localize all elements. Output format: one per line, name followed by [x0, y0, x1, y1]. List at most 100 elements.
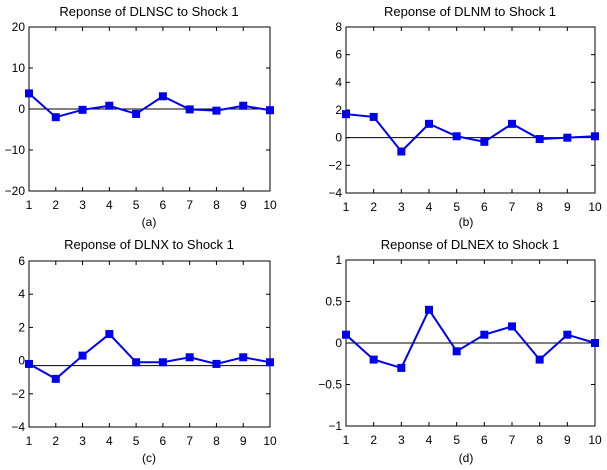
x-tick-label: 7 — [186, 434, 193, 448]
y-tick-label: −0.5 — [318, 378, 342, 392]
x-tick-label: 6 — [160, 198, 167, 212]
x-tick-label: 1 — [343, 433, 350, 447]
x-tick-label: 3 — [398, 200, 405, 214]
panel-d: Reponse of DLNEX to Shock 1 10.50−0.5−1 … — [318, 237, 602, 465]
data-point-marker — [25, 359, 33, 368]
data-point-marker — [342, 110, 350, 119]
panel-title-d: Reponse of DLNEX to Shock 1 — [381, 237, 560, 252]
y-tick-label: −2 — [328, 158, 342, 172]
data-point-marker — [212, 106, 221, 115]
x-tick-label: 3 — [398, 433, 405, 447]
data-point-marker — [185, 353, 194, 362]
data-point-marker — [397, 147, 406, 156]
data-point-marker — [132, 109, 141, 118]
y-tick-label: 0 — [18, 102, 25, 116]
x-tick-label: 9 — [564, 433, 571, 447]
x-tick-label: 10 — [588, 433, 602, 447]
x-tick-label: 4 — [106, 198, 113, 212]
y-tick-label: 4 — [18, 287, 25, 301]
panel-caption-b: (b) — [459, 215, 474, 229]
x-tick-label: 4 — [106, 434, 113, 448]
series-line-a — [28, 92, 271, 119]
data-point-marker — [480, 137, 489, 146]
y-tick-label: 0 — [335, 131, 342, 145]
x-tick-label: 8 — [536, 200, 543, 214]
data-point-marker — [266, 358, 274, 367]
data-point-marker — [51, 113, 60, 122]
x-tick-label: 6 — [481, 433, 488, 447]
data-point-marker — [452, 347, 461, 356]
y-tick-label: 0 — [335, 336, 342, 350]
x-tick-label: 2 — [52, 434, 59, 448]
markers-b — [342, 110, 599, 156]
x-tick-label: 3 — [79, 434, 86, 448]
data-point-marker — [185, 105, 194, 114]
data-point-marker — [591, 132, 599, 141]
y-tick-label: 6 — [18, 254, 25, 268]
data-point-marker — [239, 101, 248, 110]
x-ticks-b: 1 2 3 4 5 6 7 8 9 10 — [343, 27, 602, 214]
x-tick-label: 5 — [133, 198, 140, 212]
y-tick-label: 10 — [12, 61, 26, 75]
data-point-marker — [25, 89, 33, 98]
y-tick-label: 1 — [335, 253, 342, 267]
x-ticks-a: 1 2 3 4 5 6 7 8 9 10 — [26, 27, 277, 212]
x-tick-label: 9 — [240, 198, 247, 212]
data-point-marker — [158, 358, 167, 367]
panel-b: Reponse of DLNM to Shock 1 8 6 4 2 0 −2 −4 1 2 3… — [328, 4, 602, 229]
data-point-marker — [158, 92, 167, 101]
data-point-marker — [369, 112, 378, 121]
data-point-marker — [535, 135, 544, 144]
x-tick-label: 7 — [509, 433, 516, 447]
markers-d — [342, 305, 599, 372]
panel-title-b: Reponse of DLNM to Shock 1 — [384, 4, 556, 19]
x-tick-label: 5 — [133, 434, 140, 448]
y-tick-label: −4 — [11, 420, 25, 434]
panel-caption-c: (c) — [142, 451, 156, 465]
x-tick-label: 7 — [509, 200, 516, 214]
y-tick-label: −20 — [5, 184, 26, 198]
panel-c: Reponse of DLNX to Shock 1 6 4 2 0 −2 −4 1 2 3 4… — [11, 237, 277, 465]
y-tick-label: −1 — [328, 419, 342, 433]
data-point-marker — [397, 363, 406, 372]
x-tick-label: 6 — [481, 200, 488, 214]
data-point-marker — [105, 330, 114, 339]
data-point-marker — [563, 133, 572, 142]
data-point-marker — [425, 119, 433, 128]
data-point-marker — [266, 106, 274, 115]
x-tick-label: 5 — [453, 433, 460, 447]
data-point-marker — [342, 330, 350, 339]
x-ticks-c: 1 2 3 4 5 6 7 8 9 10 — [26, 261, 277, 448]
data-point-marker — [369, 355, 378, 364]
y-tick-label: −2 — [11, 387, 25, 401]
x-tick-label: 2 — [370, 200, 377, 214]
x-tick-label: 9 — [240, 434, 247, 448]
panel-a: Reponse of DLNSC to Shock 1 20100−10−20 … — [5, 4, 277, 229]
x-ticks-d: 1 2 3 4 5 6 7 8 9 10 — [343, 260, 602, 447]
y-tick-label: 20 — [12, 20, 26, 34]
series-line-d — [345, 307, 596, 370]
y-tick-label: 0 — [18, 354, 25, 368]
data-point-marker — [425, 305, 433, 314]
data-point-marker — [563, 330, 572, 339]
x-tick-label: 4 — [426, 200, 433, 214]
data-point-marker — [132, 358, 141, 367]
plot-frame-b — [345, 26, 596, 194]
markers-a — [25, 89, 274, 122]
x-tick-label: 10 — [263, 434, 277, 448]
data-point-marker — [78, 351, 87, 360]
y-ticks-b: 8 6 4 2 0 −2 −4 — [328, 20, 595, 200]
series-line-b — [345, 113, 596, 153]
data-point-marker — [78, 105, 87, 114]
y-tick-label: −4 — [328, 186, 342, 200]
y-tick-label: −10 — [5, 143, 26, 157]
data-point-marker — [212, 359, 221, 368]
y-tick-label: 0.5 — [325, 295, 342, 309]
panel-title-c: Reponse of DLNX to Shock 1 — [64, 237, 234, 252]
x-tick-label: 1 — [343, 200, 350, 214]
y-ticks-c: 6 4 2 0 −2 −4 — [11, 254, 270, 434]
x-tick-label: 1 — [26, 198, 33, 212]
x-tick-label: 8 — [213, 434, 220, 448]
x-tick-label: 3 — [79, 198, 86, 212]
